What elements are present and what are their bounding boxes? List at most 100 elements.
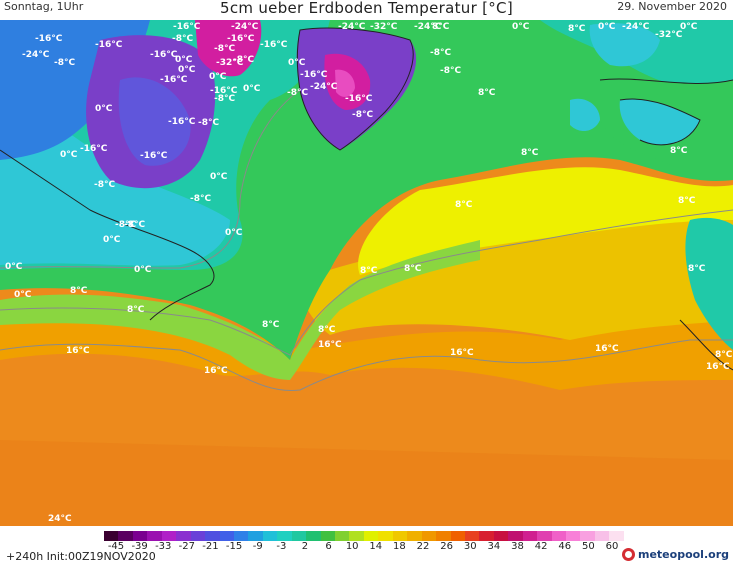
isotherm-label: 0°C — [512, 22, 530, 32]
legend-swatch — [508, 531, 523, 541]
isotherm-label: -16°C — [260, 40, 288, 50]
field-svalbard — [589, 23, 660, 67]
color-scale-ticks: -45 -39 -33 -27 -21 -15 -9 -3 2 6 10 14 18 22 26 30 34 38… — [104, 541, 624, 555]
legend-swatch — [551, 531, 566, 541]
isotherm-label: -32°C — [216, 58, 244, 68]
isotherm-label: 0°C — [209, 72, 227, 82]
isotherm-label: -16°C — [173, 22, 201, 32]
legend-swatch — [493, 531, 509, 541]
legend-tick-label: 46 — [558, 541, 572, 552]
isotherm-label: 0°C — [95, 104, 113, 114]
isotherm-label: 8°C — [478, 88, 496, 98]
field-pink-greenland — [335, 69, 355, 97]
forecast-date: 29. November 2020 — [617, 0, 727, 13]
isotherm-label: -16°C — [80, 144, 108, 154]
isotherm-label: 0°C — [225, 228, 243, 238]
legend-tick-label: 60 — [605, 541, 619, 552]
isotherm-label: -8°C — [190, 194, 212, 204]
isotherm-label: -16°C — [227, 34, 255, 44]
isotherm-label: 8°C — [127, 305, 145, 315]
legend-swatch — [132, 531, 148, 541]
isotherm-label: -16°C — [150, 50, 178, 60]
legend-swatch — [233, 531, 249, 541]
coast-scandinavia — [599, 78, 733, 146]
legend-tick-label: -45 — [107, 541, 125, 552]
legend-swatch — [306, 531, 321, 541]
isotherm-label: 16°C — [706, 362, 730, 372]
temperature-field — [0, 20, 733, 526]
meteopool-logo[interactable]: meteopool.org — [622, 546, 729, 562]
isotherm-label: 16°C — [318, 340, 342, 350]
isotherm-label: -24°C — [414, 22, 442, 32]
coast-iberia — [679, 319, 733, 371]
isotherm-label: 0°C — [243, 84, 261, 94]
field-light-green — [0, 240, 480, 380]
isotherm-label: 8°C — [568, 24, 586, 34]
legend-swatch — [392, 531, 408, 541]
legend-swatch — [436, 531, 451, 541]
isotherm-label: 8°C — [521, 148, 539, 158]
isotherm-label: 8°C — [678, 196, 696, 206]
isotherm-label: -16°C — [300, 70, 328, 80]
isotherm-label: 0°C — [178, 65, 196, 75]
legend-tick-label: 22 — [416, 541, 430, 552]
isotherm-label: 8°C — [688, 264, 706, 274]
coast-north-america — [0, 149, 215, 321]
legend-swatch — [190, 531, 206, 541]
isotherm-label: -16°C — [345, 94, 373, 104]
footer: -45 -39 -33 -27 -21 -15 -9 -3 2 6 10 14 18 22 26 30 34 38… — [0, 526, 733, 566]
isotherm-label: 16°C — [450, 348, 474, 358]
isotherm-label: -32°C — [655, 30, 683, 40]
legend-swatch — [580, 531, 595, 541]
legend-tick-label: 38 — [511, 541, 524, 552]
legend-tick-label: -39 — [131, 541, 148, 552]
isotherm-label: 8°C — [404, 264, 422, 274]
isotherm-label: 0°C — [60, 150, 78, 160]
isotherm-label: 16°C — [66, 346, 90, 356]
forecast-day-time: Sonntag, 1Uhr — [4, 0, 84, 13]
legend-swatch — [147, 531, 162, 541]
isotherm-label: 0°C — [103, 235, 121, 245]
isotherm-label: -8°C — [172, 34, 194, 44]
isotherm-label: -16°C — [35, 34, 63, 44]
legend-swatch — [464, 531, 480, 541]
legend-tick-label: -3 — [276, 541, 287, 552]
legend-swatch — [407, 531, 422, 541]
legend-tick-label: 10 — [345, 541, 359, 552]
isotherm-label: 8°C — [318, 325, 336, 335]
legend-swatch — [161, 531, 177, 541]
isotherm-label: -16°C — [168, 117, 196, 127]
coast-greenland — [296, 27, 414, 151]
init-time: +240h Init:00Z19NOV2020 — [6, 550, 156, 563]
isotherm-label: -8°C — [430, 48, 452, 58]
isotherm-label: -24°C — [310, 82, 338, 92]
isotherm-label: 16°C — [595, 344, 619, 354]
legend-swatch — [320, 531, 335, 541]
legend-swatch — [118, 531, 133, 541]
legend-tick-label: 18 — [393, 541, 406, 552]
isotherm-label: 0°C — [680, 22, 698, 32]
field-gold — [300, 210, 733, 340]
isotherm-label: 0°C — [598, 22, 616, 32]
isotherm-label: -24°C — [338, 22, 366, 32]
isotherm-label: -8°C — [94, 180, 116, 190]
map-title: 5cm ueber Erdboden Temperatur [°C] — [220, 0, 513, 17]
meteopool-logo-text: meteopool.org — [638, 547, 729, 561]
isotherm-label: -8°C — [214, 94, 236, 104]
isotherm-label: 0°C — [14, 290, 32, 300]
legend-swatch — [104, 531, 119, 541]
legend-swatch — [450, 531, 465, 541]
field-europe-east — [685, 217, 733, 350]
legend-tick-label: 14 — [369, 541, 383, 552]
legend-tick-label: 50 — [582, 541, 595, 552]
isotherm-label: -16°C — [140, 151, 168, 161]
legend-swatch — [262, 531, 278, 541]
isotherm-label: 8°C — [455, 200, 473, 210]
isotherm-label: 8°C — [360, 266, 378, 276]
isotherm-label: 8°C — [262, 320, 280, 330]
isotherm-label: -8°C — [214, 44, 236, 54]
legend-swatch — [248, 531, 263, 541]
temperature-map: -16°C -24°C -24°C -32°C -24°C -16°C -16°C -16°C… — [0, 20, 733, 526]
legend-swatch — [349, 531, 364, 541]
isotherm-label: -24°C — [22, 50, 50, 60]
